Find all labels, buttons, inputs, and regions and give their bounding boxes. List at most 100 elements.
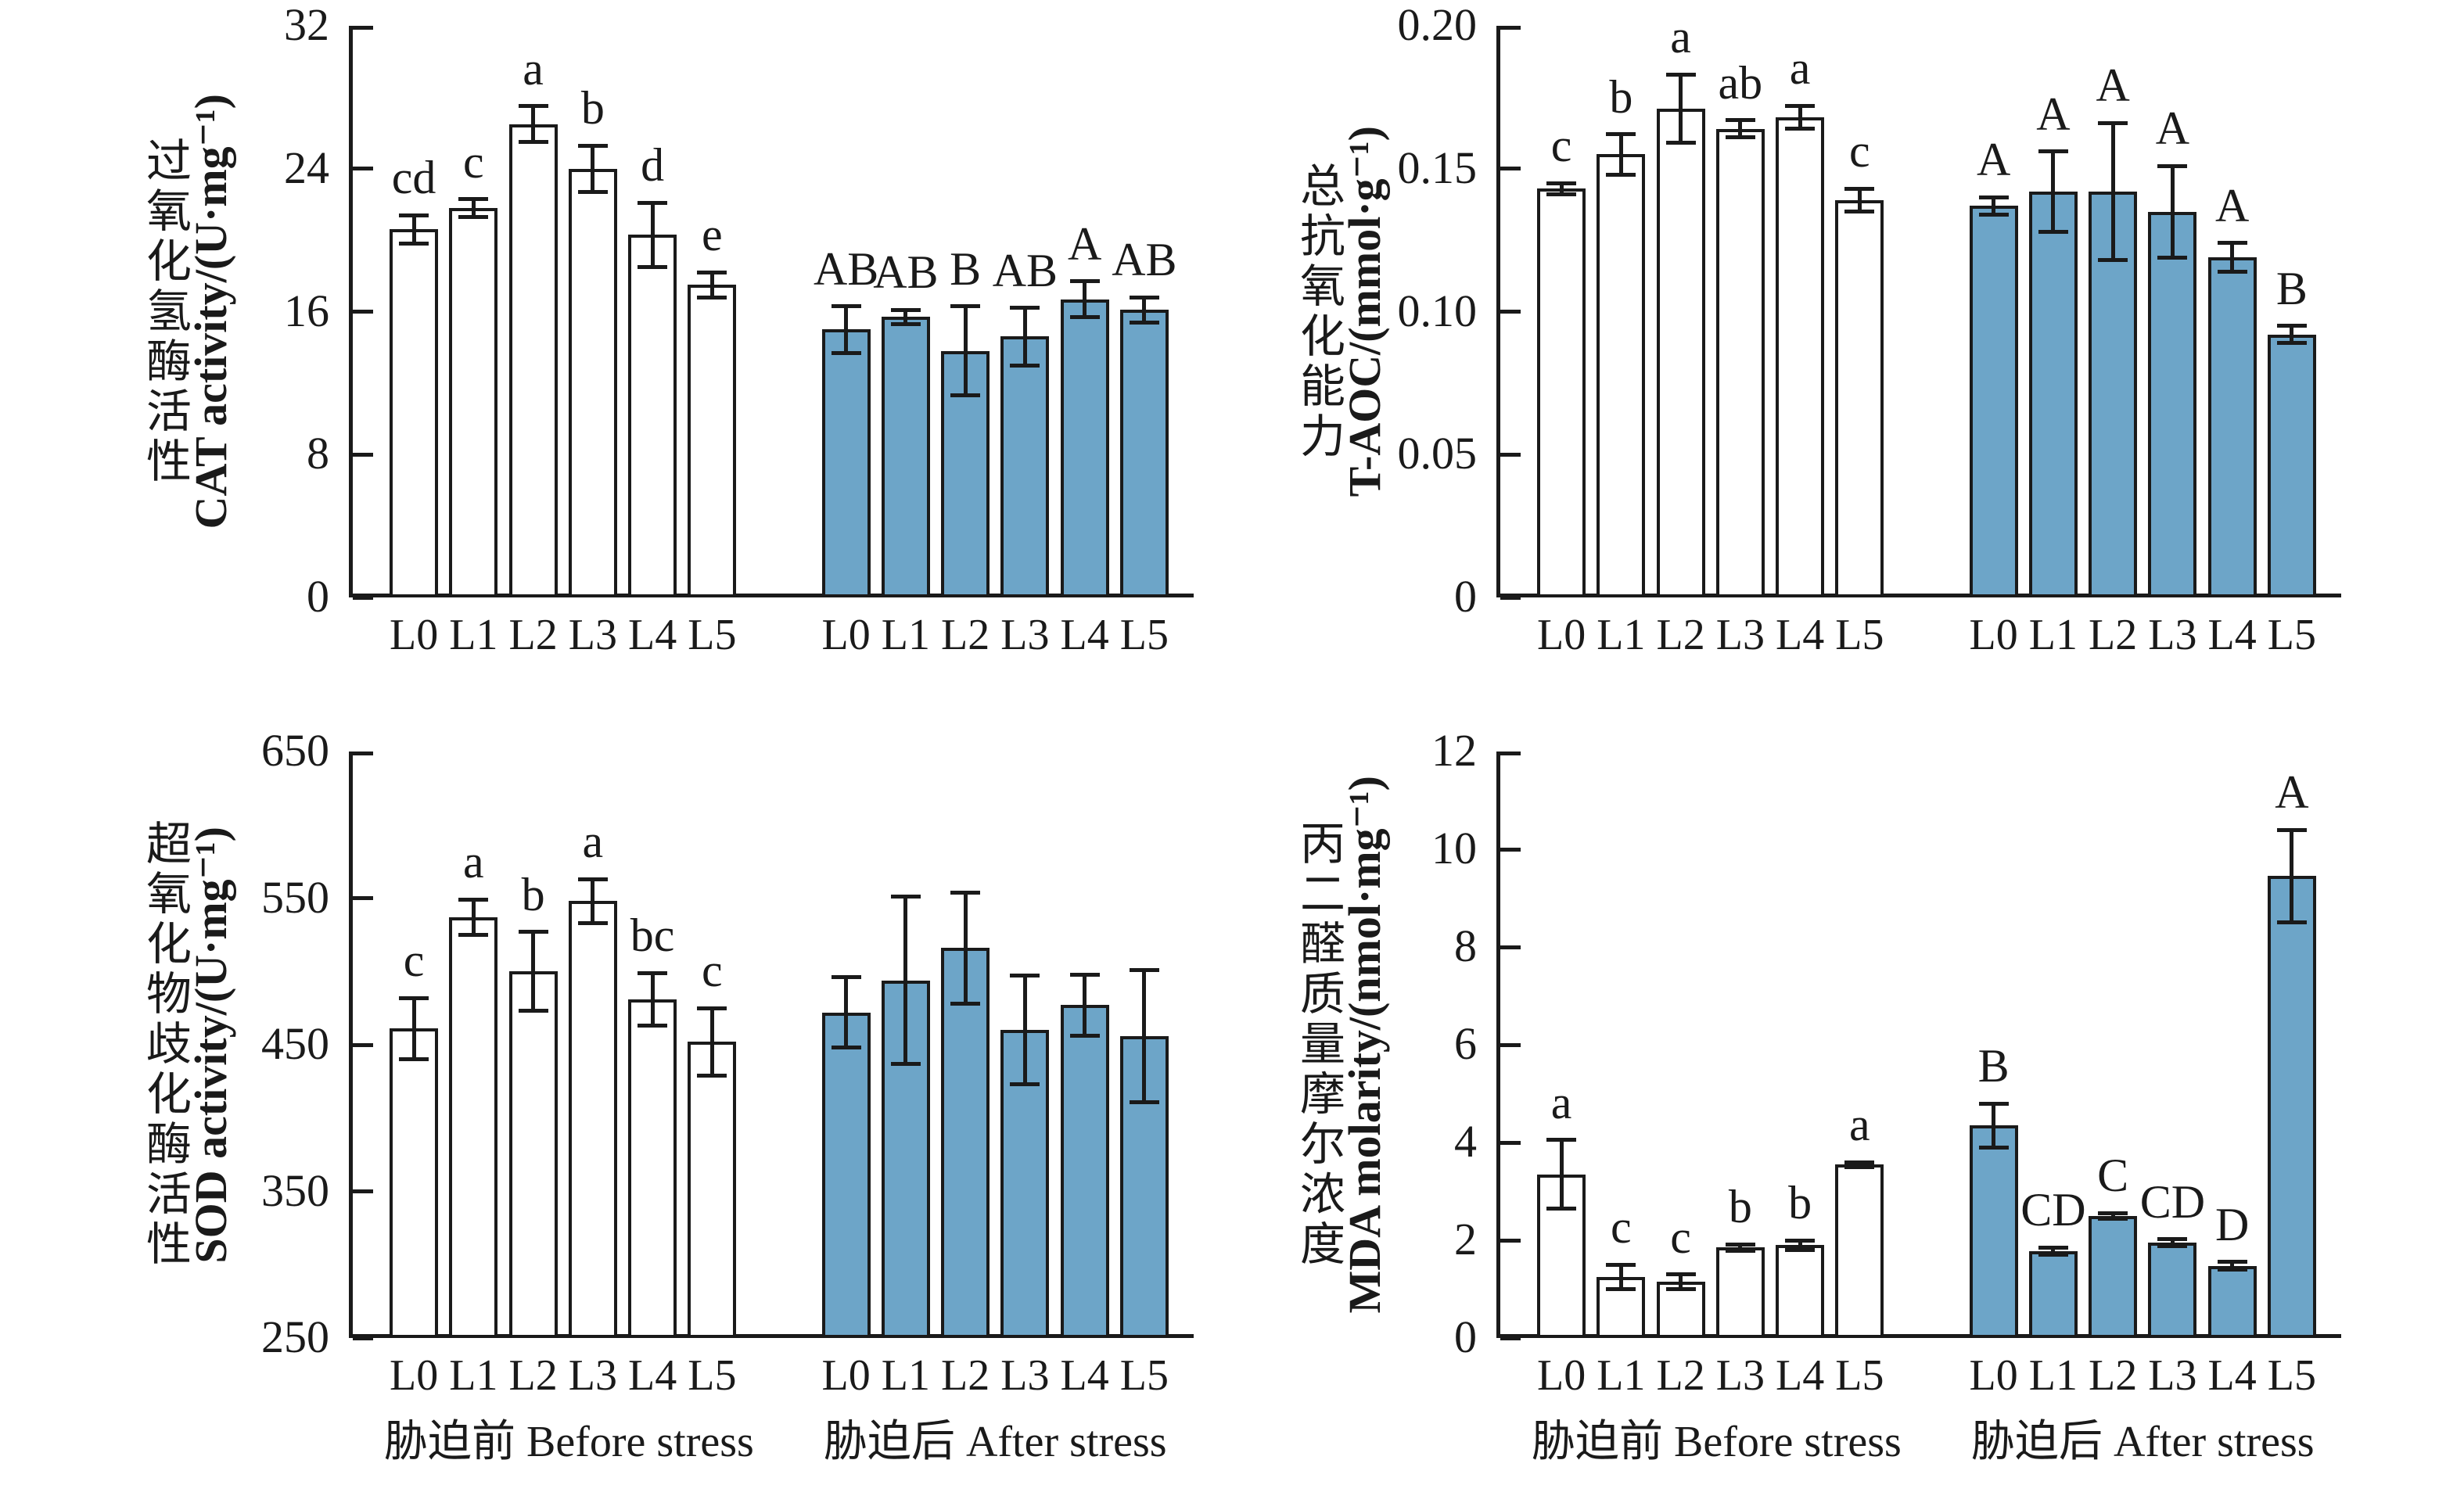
error-bar-cap-bottom [518,1009,548,1013]
sig-letter: e [702,209,723,261]
sig-letter: AB [992,244,1058,296]
bar [508,971,558,1338]
sig-letter: D [2214,1198,2250,1250]
error-bar-cap-bottom [399,242,429,246]
bar [2148,211,2197,597]
axis-tick [353,595,373,600]
axis-tick [353,1189,373,1193]
category-label: L5 [688,611,737,659]
error-bar [1022,307,1027,366]
error-bar [1618,1264,1623,1290]
group-caption: 胁迫前 Before stress [384,1418,754,1466]
category-label: L5 [688,1351,737,1400]
tick-label: 8 [307,428,329,479]
error-bar-cap-top [2276,827,2307,832]
axis-tick [353,1336,373,1340]
error-bar-cap-bottom [831,350,861,355]
tick-label: 450 [261,1018,329,1069]
error-bar-cap-top [638,970,668,975]
x-axis [1496,594,2341,597]
error-bar [471,899,476,935]
category-label: L4 [1776,1351,1825,1400]
y-axis-label-taoc: 总抗氧化能力 T-AOC/(mmol·g⁻¹) [1255,26,1428,597]
tick-label: 0 [1454,1311,1477,1362]
category-label: L3 [1715,1351,1765,1400]
error-bar [1083,281,1087,317]
error-bar-cap-bottom [638,1024,668,1028]
error-bar-cap-top [2157,1237,2188,1242]
category-label: L1 [881,611,930,659]
error-bar [2230,242,2235,272]
plot-area-cat: 32 24 16 8 0 cd L0 c L1 a L2 b L3 d L4 e L5 AB L0 AB L1 B L2 AB… [284,2,1194,657]
error-bar-cap-top [1546,181,1577,185]
group-caption: 胁迫后 After stress [823,1418,1167,1466]
bar [688,285,737,597]
y-axis [1496,752,1500,1338]
error-bar [1679,74,1683,143]
category-label: L3 [2148,611,2197,659]
error-bar-cap-top [1129,295,1159,300]
bar [2028,191,2078,597]
category-label: L4 [1060,1351,1109,1400]
sig-letter: b [521,868,545,920]
error-bar-cap-bottom [1010,1082,1040,1087]
bar [881,317,930,597]
bar [2267,876,2316,1338]
error-bar [1142,970,1147,1103]
error-bar [1142,297,1147,323]
error-bar-cap-top [2217,1260,2247,1264]
category-label: L0 [1537,611,1586,659]
sig-letter: A [2214,179,2250,231]
error-bar-cap-top [1606,1262,1636,1267]
sig-letter: bc [630,909,675,962]
axis-tick [353,310,373,314]
error-bar-cap-bottom [1725,1249,1755,1254]
category-label: L1 [881,1351,930,1400]
category-label: L4 [2207,611,2257,659]
error-bar-cap-bottom [1785,127,1816,131]
bar [2207,257,2257,597]
sig-letter: CD [2020,1184,2086,1236]
tick-label: 0.05 [1397,428,1478,479]
error-bar-cap-top [890,307,921,312]
error-bar [1679,1274,1683,1290]
category-label: L3 [1000,1351,1050,1400]
error-bar-cap-bottom [2157,1244,2188,1248]
error-bar-cap-top [950,304,981,309]
error-bar [2170,1239,2175,1247]
tick-label: 16 [284,285,329,336]
error-bar [411,215,416,244]
bar [628,999,677,1338]
error-bar [531,106,536,142]
group-caption: 胁迫前 Before stress [1532,1418,1902,1466]
error-bar-cap-bottom [577,189,608,194]
error-bar-cap-bottom [1725,135,1755,140]
error-bar-cap-top [638,200,668,205]
y-axis [1496,26,1500,597]
error-bar-cap-top [2038,1245,2068,1250]
category-label: L4 [628,1351,677,1400]
category-label: L5 [1835,1351,1884,1400]
bar [881,980,930,1338]
plot-area-sod: 650 550 450 350 250 c L0 a L1 b L2 a L3 bc L4 c L5 胁迫前 Be… [261,728,1194,1464]
error-bar-cap-bottom [831,1046,861,1050]
error-bar-cap-top [1725,118,1755,123]
category-label: L1 [1597,611,1646,659]
error-bar-cap-bottom [2038,229,2068,234]
axis-tick [1500,310,1521,314]
bar [2267,334,2316,597]
axis-tick [1500,595,1521,600]
bar [1776,117,1825,597]
axis-tick [1500,1042,1521,1047]
error-bar [2170,166,2175,258]
sig-letter: a [523,42,544,95]
error-bar-cap-bottom [2217,269,2247,274]
error-bar-cap-bottom [1129,320,1159,325]
error-bar-cap-bottom [2276,920,2307,925]
tick-label: 6 [1454,1018,1477,1069]
category-label: L0 [390,611,439,659]
axis-tick [1500,847,1521,852]
error-bar [1083,974,1087,1036]
sig-letter: B [1977,1040,2010,1092]
sig-letter: c [1611,1201,1632,1254]
